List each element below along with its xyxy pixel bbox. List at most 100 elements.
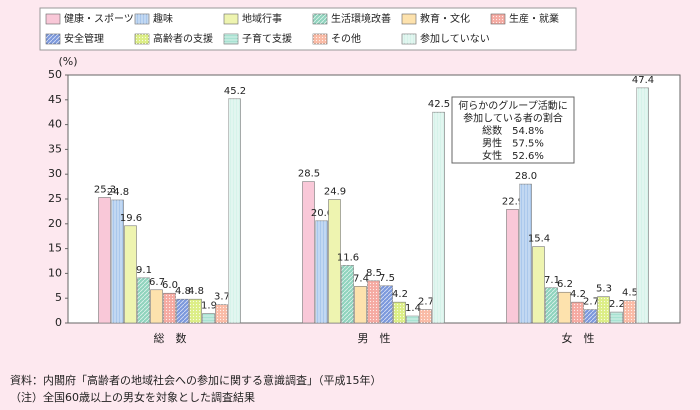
bar-pattern [393, 302, 406, 323]
legend-label: その他 [331, 32, 361, 45]
bar-pattern [163, 293, 176, 323]
bar [98, 197, 111, 324]
value-label: 28.5 [298, 169, 320, 180]
y-tick-label: 0 [55, 316, 62, 329]
value-label: 4.8 [188, 286, 204, 297]
legend-swatch-pattern [402, 34, 416, 44]
bar-pattern [545, 287, 558, 323]
value-label: 22.9 [502, 196, 524, 207]
legend-swatch-pattern [135, 14, 149, 24]
bar-pattern [176, 299, 189, 323]
legend-label: 子育て支援 [242, 32, 292, 45]
y-tick-label: 20 [48, 217, 62, 230]
bar-pattern [419, 309, 432, 323]
value-label: 6.0 [162, 280, 178, 291]
bar-pattern [432, 112, 445, 323]
bar-pattern [636, 87, 649, 324]
value-label: 6.7 [149, 277, 165, 288]
legend-label: 地域行事 [242, 12, 282, 25]
legend-box [39, 7, 577, 51]
annotation-text: 総数 54.8% [482, 124, 544, 137]
annotation-text: 男性 57.5% [482, 137, 544, 150]
y-tick-label: 35 [48, 142, 62, 155]
bar-pattern [584, 309, 597, 323]
legend-swatch-pattern [46, 34, 60, 44]
bar-pattern [315, 220, 328, 323]
bar-pattern [406, 316, 419, 323]
y-tick-label: 50 [48, 68, 62, 81]
legend-label: 安全管理 [64, 32, 104, 45]
value-label: 1.4 [405, 303, 421, 314]
annotation-text: 女性 52.6% [482, 149, 544, 162]
y-tick-label: 10 [48, 266, 62, 279]
x-tick-label: 男 性 [358, 331, 391, 345]
x-tick-label: 女 性 [562, 331, 595, 345]
footnote: （注）全国60歳以上の男女を対象とした調査結果 [10, 390, 255, 404]
source-note: 資料：内閣府「高齢者の地域社会への参加に関する意識調査」（平成15年） [10, 373, 382, 387]
annotation-text: 参加している者の割合 [463, 112, 563, 125]
y-tick-label: 40 [48, 118, 62, 131]
bar-pattern [228, 98, 241, 323]
value-label: 20.6 [311, 208, 333, 219]
value-label: 2.7 [418, 297, 434, 308]
legend-label: 生産・就業 [509, 12, 559, 25]
bar [150, 289, 163, 324]
bar [328, 199, 341, 324]
legend-swatch-pattern [224, 34, 238, 44]
legend-swatch [223, 13, 239, 25]
value-label: 4.2 [392, 289, 408, 300]
value-label: 42.5 [428, 99, 450, 110]
value-label: 7.4 [353, 273, 369, 284]
value-label: 25.3 [94, 185, 116, 196]
legend-swatch-pattern [135, 34, 149, 44]
value-label: 11.6 [337, 252, 359, 263]
legend-swatch [401, 13, 417, 25]
legend-label: 参加していない [420, 32, 490, 45]
value-label: 1.9 [201, 301, 217, 312]
value-label: 15.4 [528, 234, 550, 245]
bar [302, 181, 315, 324]
value-label: 3.7 [214, 292, 230, 303]
value-label: 45.2 [224, 86, 246, 97]
bar-pattern [367, 280, 380, 323]
annotation-text: 何らかのグループ活動に [458, 99, 567, 112]
y-tick-label: 5 [55, 291, 62, 304]
legend-swatch-pattern [491, 14, 505, 24]
y-unit: (%) [58, 55, 77, 68]
bar-pattern [597, 296, 610, 323]
bar-pattern [202, 313, 215, 323]
value-label: 4.8 [175, 286, 191, 297]
legend-swatch [45, 13, 61, 25]
bar [506, 209, 519, 324]
value-label: 2.2 [609, 299, 625, 310]
legend-swatch-pattern [313, 34, 327, 44]
value-label: 19.6 [120, 213, 142, 224]
bar-pattern [111, 199, 124, 323]
y-tick-label: 30 [48, 167, 62, 180]
bar [558, 291, 571, 324]
value-label: 9.1 [136, 265, 152, 276]
value-label: 2.7 [583, 297, 599, 308]
bar [124, 225, 137, 324]
y-tick-label: 25 [48, 192, 62, 205]
value-label: 28.0 [515, 171, 537, 182]
bar-pattern [189, 299, 202, 323]
legend-label: 生活環境改善 [331, 12, 391, 25]
value-label: 24.9 [324, 186, 346, 197]
value-label: 4.2 [570, 289, 586, 300]
legend-label: 教育・文化 [420, 12, 470, 25]
bar [532, 246, 545, 324]
x-tick-label: 総 数 [154, 331, 187, 345]
bar-pattern [380, 285, 393, 323]
value-label: 6.2 [557, 279, 573, 290]
value-label: 4.5 [622, 288, 638, 299]
bar-pattern [623, 300, 636, 323]
legend-label: 健康・スポーツ [64, 12, 134, 25]
bar-pattern [137, 277, 150, 323]
value-label: 8.5 [366, 268, 382, 279]
value-label: 7.1 [544, 275, 560, 286]
bar [354, 285, 367, 324]
value-label: 7.5 [379, 273, 395, 284]
y-tick-label: 45 [48, 93, 62, 106]
